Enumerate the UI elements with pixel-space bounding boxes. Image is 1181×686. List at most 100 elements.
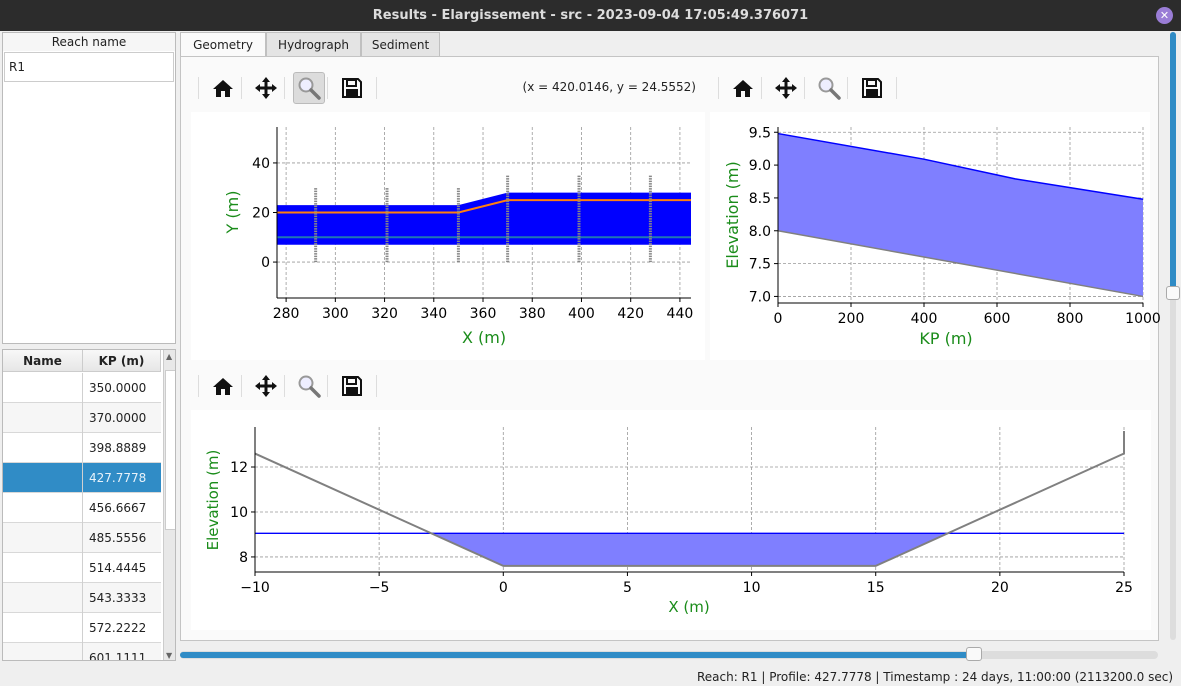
table-row[interactable]: 350.0000	[3, 373, 161, 403]
cell-name[interactable]	[3, 433, 83, 463]
table-row[interactable]: 456.6667	[3, 493, 161, 523]
x-tick-label: 360	[470, 306, 497, 322]
cell-name[interactable]	[3, 493, 83, 523]
cell-name[interactable]	[3, 583, 83, 613]
x-tick-label: 300	[322, 306, 349, 322]
y-tick-label: 20	[252, 206, 270, 222]
cell-kp[interactable]: 370.0000	[89, 411, 147, 425]
x-tick-label: 800	[1057, 311, 1084, 327]
cell-kp[interactable]: 456.6667	[89, 501, 147, 515]
pan-icon[interactable]	[770, 72, 802, 104]
tab-geometry[interactable]: Geometry	[180, 32, 266, 58]
timestamp-slider-fill	[180, 652, 974, 658]
reach-list: Reach name R1	[2, 32, 176, 344]
table-row[interactable]: 601.1111	[3, 643, 161, 661]
cell-kp[interactable]: 485.5556	[89, 531, 147, 545]
x-tick-label: 200	[838, 311, 865, 327]
x-tick-label: 420	[617, 306, 644, 322]
table-row[interactable]: 572.2222	[3, 613, 161, 643]
home-icon[interactable]	[207, 370, 239, 402]
x-tick-label: 5	[623, 580, 632, 596]
long-ylabel: Elevation (m)	[723, 161, 742, 268]
cell-kp[interactable]: 572.2222	[89, 621, 147, 635]
long-chart: 0 200 400 600 800 1000 7.0 7.5 8.0 8.5 9.0 9.5	[749, 125, 1161, 327]
cross-chart: −10 −5 0 5 10 15 20 25 8 10 12	[230, 427, 1133, 596]
table-scrollbar[interactable]: ▲ ▼	[163, 350, 175, 660]
x-tick-label: 10	[743, 580, 761, 596]
cell-kp[interactable]: 427.7778	[89, 471, 147, 485]
window-title: Results - Elargissement - src - 2023-09-…	[372, 8, 809, 23]
water-fill	[778, 133, 1143, 297]
x-tick-label: 20	[991, 580, 1009, 596]
table-row[interactable]: 427.7778	[3, 463, 161, 493]
home-icon[interactable]	[207, 72, 239, 104]
cell-name[interactable]	[3, 643, 83, 660]
cell-name[interactable]	[3, 403, 83, 433]
table-row[interactable]: 543.3333	[3, 583, 161, 613]
scroll-down-icon[interactable]: ▼	[166, 651, 173, 660]
table-row[interactable]: 485.5556	[3, 523, 161, 553]
cell-kp[interactable]: 543.3333	[89, 591, 147, 605]
cell-name[interactable]	[3, 553, 83, 583]
x-tick-label: 25	[1115, 580, 1133, 596]
table-row[interactable]: 398.8889	[3, 433, 161, 463]
cell-kp[interactable]: 514.4445	[89, 561, 147, 575]
vertical-slider-handle[interactable]	[1166, 286, 1180, 300]
plan-ylabel: Y (m)	[223, 191, 242, 235]
profile-table: Name KP (m) 350.0000 370.0000 398.8889 427.…	[2, 349, 176, 661]
close-icon[interactable]: ✕	[1156, 7, 1173, 24]
cross-plot-area	[191, 410, 1151, 630]
tab-hydrograph[interactable]: Hydrograph	[266, 32, 361, 57]
vertical-slider-fill	[1170, 32, 1176, 290]
cell-name[interactable]	[3, 373, 83, 403]
cell-name[interactable]	[3, 523, 83, 553]
cross-ylabel: Elevation (m)	[204, 450, 222, 551]
cell-kp[interactable]: 350.0000	[89, 381, 147, 395]
x-tick-label: 15	[867, 580, 885, 596]
x-tick-label: 0	[499, 580, 508, 596]
table-row[interactable]: 514.4445	[3, 553, 161, 583]
y-tick-label: 7.0	[749, 289, 771, 305]
pan-icon[interactable]	[250, 370, 282, 402]
cell-kp[interactable]: 601.1111	[89, 651, 147, 661]
cell-kp[interactable]: 398.8889	[89, 441, 147, 455]
zoom-icon[interactable]	[293, 370, 325, 402]
scroll-thumb[interactable]	[165, 370, 175, 530]
pan-icon[interactable]	[250, 72, 282, 104]
scroll-up-icon[interactable]: ▲	[166, 352, 173, 361]
reach-list-header: Reach name	[3, 33, 175, 51]
y-tick-label: 7.5	[749, 257, 771, 273]
x-tick-label: 400	[911, 311, 938, 327]
y-tick-label: 0	[261, 255, 270, 271]
zoom-icon[interactable]	[813, 72, 845, 104]
save-icon[interactable]	[856, 72, 888, 104]
table-row[interactable]: 370.0000	[3, 403, 161, 433]
cross-toolbar	[198, 366, 1148, 406]
title-bar: Results - Elargissement - src - 2023-09-…	[0, 0, 1181, 31]
x-tick-label: 400	[568, 306, 595, 322]
y-tick-label: 10	[230, 505, 248, 521]
long-xlabel: KP (m)	[919, 329, 972, 348]
reach-axis-line	[277, 199, 691, 214]
cell-name[interactable]	[3, 463, 83, 493]
zoom-icon[interactable]	[293, 72, 325, 104]
y-tick-label: 8	[239, 550, 248, 566]
y-tick-label: 12	[230, 460, 248, 476]
cell-name[interactable]	[3, 613, 83, 643]
plan-xlabel: X (m)	[462, 328, 506, 347]
save-icon[interactable]	[336, 72, 368, 104]
save-icon[interactable]	[336, 370, 368, 402]
vertical-slider[interactable]	[1170, 32, 1176, 640]
water-fill	[431, 533, 948, 566]
x-tick-label: 380	[519, 306, 546, 322]
tab-sediment[interactable]: Sediment	[361, 32, 440, 57]
timestamp-slider-handle[interactable]	[966, 647, 982, 661]
reach-item[interactable]: R1	[4, 52, 174, 82]
bed-profile-line	[254, 431, 1125, 567]
home-icon[interactable]	[727, 72, 759, 104]
column-header-kp[interactable]: KP (m)	[83, 350, 161, 372]
y-tick-label: 40	[252, 156, 270, 172]
column-header-name[interactable]: Name	[3, 350, 83, 372]
y-tick-label: 9.5	[749, 125, 771, 141]
